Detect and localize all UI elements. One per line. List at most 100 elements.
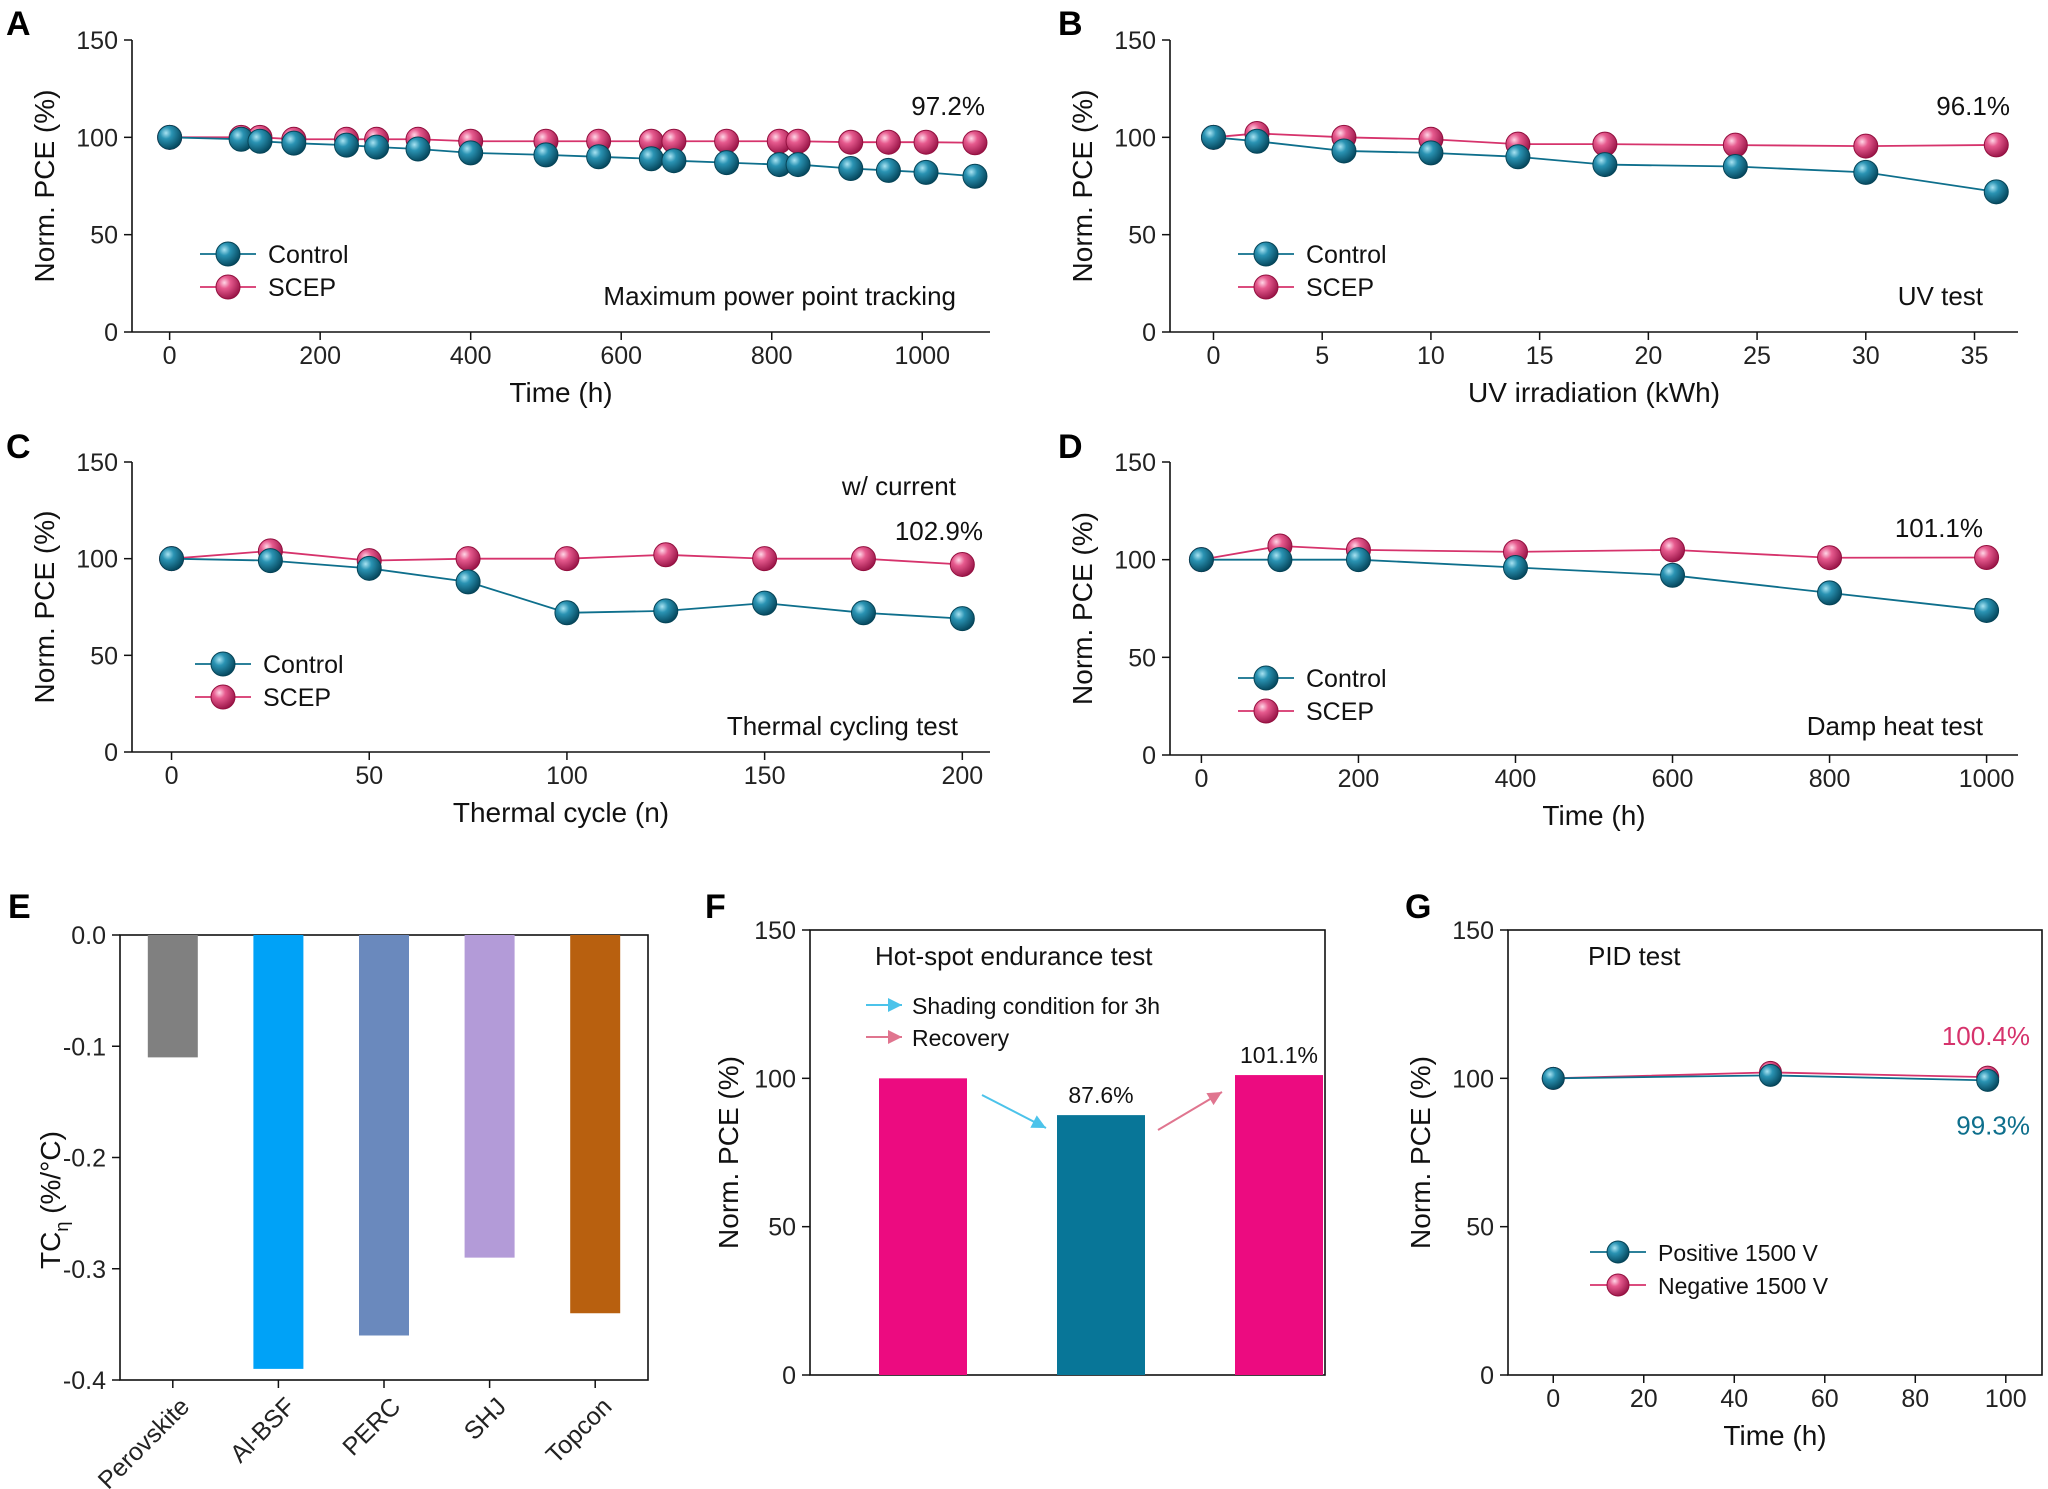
point-D-0-4 bbox=[1660, 562, 1686, 588]
point-A-0-17 bbox=[913, 159, 939, 185]
legend-label-C-1: SCEP bbox=[263, 684, 331, 712]
ylabel-F: Norm. PCE (%) bbox=[713, 1056, 744, 1249]
final-label-c: 102.9% bbox=[895, 516, 983, 546]
ylabel-A: Norm. PCE (%) bbox=[29, 90, 60, 283]
y-tick-label-G-3: 150 bbox=[1452, 917, 1494, 945]
xlabel-G: Time (h) bbox=[1723, 1420, 1826, 1451]
y-tick-label-C-2: 100 bbox=[76, 546, 118, 574]
x-tick-label-D-5: 1000 bbox=[1959, 765, 2015, 793]
point-G-0-0 bbox=[1541, 1066, 1565, 1090]
xlabel-B: UV irradiation (kWh) bbox=[1468, 377, 1720, 408]
annotation-a: Maximum power point tracking bbox=[603, 281, 956, 311]
point-B-0-6 bbox=[1722, 154, 1748, 180]
legend-marker-D-1 bbox=[1253, 698, 1279, 724]
y-tick-label-A-2: 100 bbox=[76, 124, 118, 152]
x-tick-label-A-4: 800 bbox=[751, 342, 793, 370]
point-A-0-4 bbox=[334, 132, 359, 158]
panel-d: D 0 50 100 150 0 200 400 600 800 1000 Norm. PCE (%… bbox=[1058, 428, 2018, 831]
point-C-1-6 bbox=[752, 546, 778, 572]
final-label-d: 101.1% bbox=[1895, 513, 1983, 543]
point-A-0-14 bbox=[785, 152, 811, 178]
annotation-b: UV test bbox=[1898, 281, 1984, 311]
point-B-0-4 bbox=[1505, 144, 1531, 170]
y-tick-label-F-2: 100 bbox=[754, 1065, 796, 1093]
legend-marker-B-0 bbox=[1253, 241, 1279, 267]
x-tick-label-B-1: 5 bbox=[1315, 342, 1329, 370]
ylabel-e-unit: (%/°C) bbox=[35, 1131, 66, 1222]
panel-g: G 0 50 100 150 0 20 40 60 80 100 Norm. PCE (%) Time… bbox=[1405, 888, 2043, 1451]
y-tick-label-D-2: 100 bbox=[1114, 547, 1156, 575]
y-tick-label-A-1: 50 bbox=[90, 222, 118, 250]
x-tick-label-E-2: PERC bbox=[337, 1392, 406, 1461]
ylabel-B: Norm. PCE (%) bbox=[1067, 90, 1098, 283]
point-C-0-1 bbox=[257, 548, 283, 574]
point-D-0-5 bbox=[1817, 580, 1843, 606]
point-D-1-5 bbox=[1817, 545, 1843, 571]
legend-marker-G-1 bbox=[1606, 1273, 1630, 1297]
point-A-0-11 bbox=[661, 148, 687, 174]
x-tick-label-B-5: 25 bbox=[1743, 342, 1771, 370]
x-tick-label-D-4: 800 bbox=[1809, 765, 1851, 793]
point-C-1-3 bbox=[455, 546, 481, 572]
x-tick-label-G-3: 60 bbox=[1811, 1385, 1839, 1413]
point-B-0-8 bbox=[1983, 179, 2009, 205]
x-tick-label-A-3: 600 bbox=[600, 342, 642, 370]
point-A-0-3 bbox=[281, 130, 307, 156]
point-D-0-6 bbox=[1974, 597, 2000, 623]
y-tick-label-E-4: -0.4 bbox=[63, 1367, 106, 1395]
panel-c: C 0 50 100 150 0 50 100 150 200 Norm. PCE (%) Ther… bbox=[6, 428, 990, 828]
arrow-shading-head bbox=[1030, 1115, 1046, 1128]
point-A-0-6 bbox=[405, 136, 431, 162]
ylabel-G: Norm. PCE (%) bbox=[1405, 1056, 1436, 1249]
point-C-0-4 bbox=[554, 600, 580, 626]
x-tick-label-G-0: 0 bbox=[1546, 1385, 1560, 1413]
legend-label-recovery: Recovery bbox=[912, 1025, 1010, 1051]
y-tick-label-E-2: -0.2 bbox=[63, 1145, 106, 1173]
point-D-0-1 bbox=[1267, 547, 1293, 573]
legend-label-G-0: Positive 1500 V bbox=[1658, 1240, 1818, 1266]
y-tick-label-E-1: -0.1 bbox=[63, 1033, 106, 1061]
legend-arrow-shading-head bbox=[888, 998, 902, 1012]
point-D-0-2 bbox=[1345, 547, 1371, 573]
legend-marker-G-0 bbox=[1606, 1240, 1630, 1264]
y-tick-label-B-2: 100 bbox=[1114, 124, 1156, 152]
legend-marker-D-0 bbox=[1253, 665, 1279, 691]
x-tick-label-A-2: 400 bbox=[450, 342, 492, 370]
point-A-0-16 bbox=[875, 157, 901, 183]
x-tick-label-B-2: 10 bbox=[1417, 342, 1445, 370]
y-tick-label-A-3: 150 bbox=[76, 27, 118, 55]
y-tick-label-F-0: 0 bbox=[782, 1362, 796, 1390]
point-A-0-0 bbox=[157, 124, 183, 150]
annotation-d: Damp heat test bbox=[1807, 711, 1984, 741]
point-C-1-5 bbox=[653, 542, 679, 568]
panel-label-b: B bbox=[1058, 5, 1083, 43]
plot-area-g: 0 50 100 150 0 20 40 60 80 100 Norm. PCE (%) Time (… bbox=[1405, 917, 2043, 1451]
value-label-g-negative: 100.4% bbox=[1942, 1021, 2030, 1051]
point-A-1-17 bbox=[913, 129, 939, 155]
bar-e-perovskite bbox=[147, 935, 198, 1058]
y-tick-label-F-3: 150 bbox=[754, 917, 796, 945]
legend-label-shading: Shading condition for 3h bbox=[912, 993, 1160, 1019]
panel-label-a: A bbox=[6, 5, 31, 43]
point-B-0-5 bbox=[1592, 152, 1618, 178]
plot-area-c: 0 50 100 150 0 50 100 150 200 Norm. PCE (%) Therma… bbox=[29, 449, 990, 828]
legend-marker-C-1 bbox=[210, 684, 236, 710]
point-B-1-7 bbox=[1853, 133, 1879, 159]
arrow-recovery-head bbox=[1206, 1092, 1222, 1106]
panel-label-e: E bbox=[8, 888, 31, 926]
final-label-b: 96.1% bbox=[1936, 91, 2010, 121]
y-tick-label-E-0: 0.0 bbox=[71, 922, 106, 950]
x-tick-label-A-0: 0 bbox=[163, 342, 177, 370]
x-tick-label-E-4: Topcon bbox=[541, 1392, 618, 1469]
x-tick-label-D-3: 600 bbox=[1652, 765, 1694, 793]
series-line-D-1 bbox=[1201, 545, 1987, 561]
value-label-f-recovered: 101.1% bbox=[1240, 1042, 1318, 1068]
y-tick-label-G-0: 0 bbox=[1480, 1362, 1494, 1390]
point-B-0-3 bbox=[1418, 140, 1444, 166]
legend-label-B-0: Control bbox=[1306, 241, 1387, 269]
point-A-0-15 bbox=[838, 155, 864, 181]
point-C-1-4 bbox=[554, 546, 580, 572]
x-tick-label-C-0: 0 bbox=[165, 762, 179, 790]
value-label-f-shaded: 87.6% bbox=[1068, 1082, 1133, 1108]
